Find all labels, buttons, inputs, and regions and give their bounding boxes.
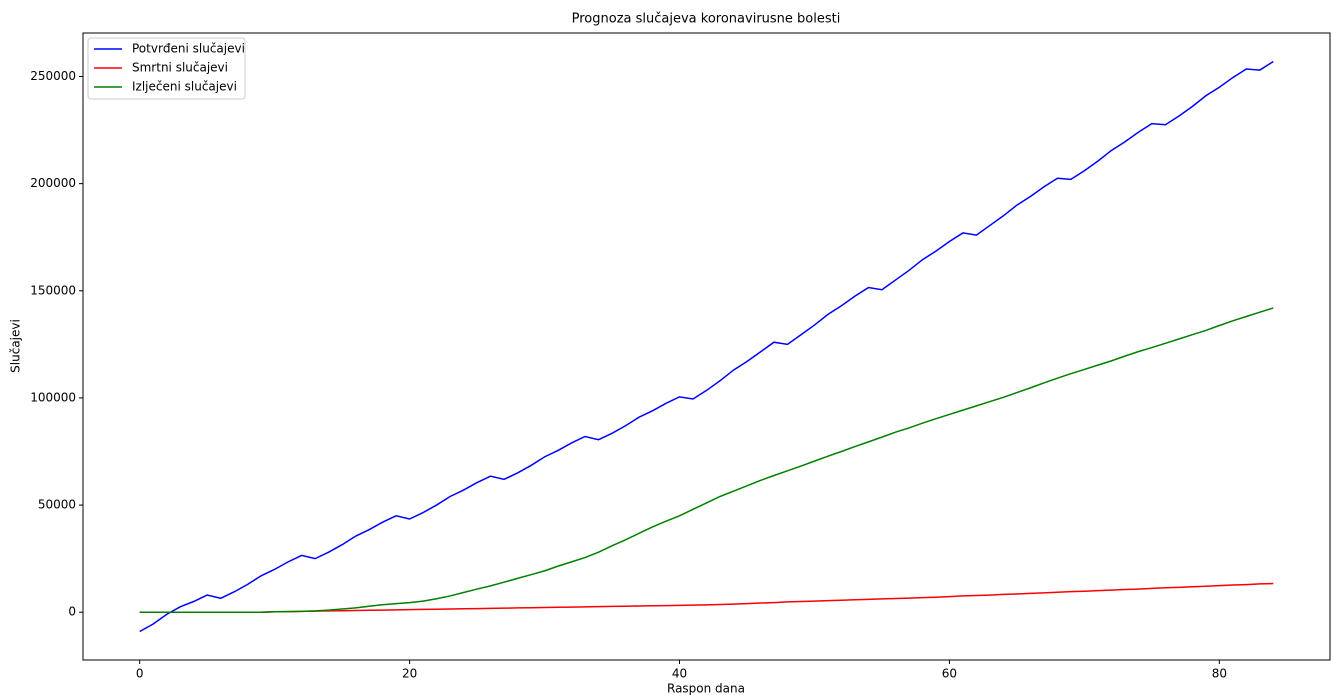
legend-label: Izlječeni slučajevi xyxy=(132,80,237,94)
y-axis-label: Slučajevi xyxy=(9,319,23,373)
x-tick-label: 0 xyxy=(136,667,144,681)
chart-title: Prognoza slučajeva koronavirusne bolesti xyxy=(572,12,841,27)
y-tick-label: 150000 xyxy=(30,283,76,297)
x-tick-label: 60 xyxy=(942,667,957,681)
legend-label: Smrtni slučajevi xyxy=(132,61,228,75)
x-tick-label: 20 xyxy=(402,667,417,681)
series-line xyxy=(139,307,1274,613)
y-tick-label: 0 xyxy=(68,605,76,619)
y-tick-label: 100000 xyxy=(30,390,76,404)
legend-label: Potvrđeni slučajevi xyxy=(132,42,245,56)
plot-frame xyxy=(82,32,1331,661)
legend-box xyxy=(87,37,246,100)
y-tick-label: 250000 xyxy=(30,69,76,83)
y-tick-label: 50000 xyxy=(38,498,76,512)
x-axis-label: Raspon dana xyxy=(667,682,745,695)
x-tick-label: 40 xyxy=(672,667,687,681)
y-tick-label: 200000 xyxy=(30,176,76,190)
series-line xyxy=(139,582,1274,613)
series-line xyxy=(139,60,1274,633)
x-tick-label: 80 xyxy=(1212,667,1227,681)
